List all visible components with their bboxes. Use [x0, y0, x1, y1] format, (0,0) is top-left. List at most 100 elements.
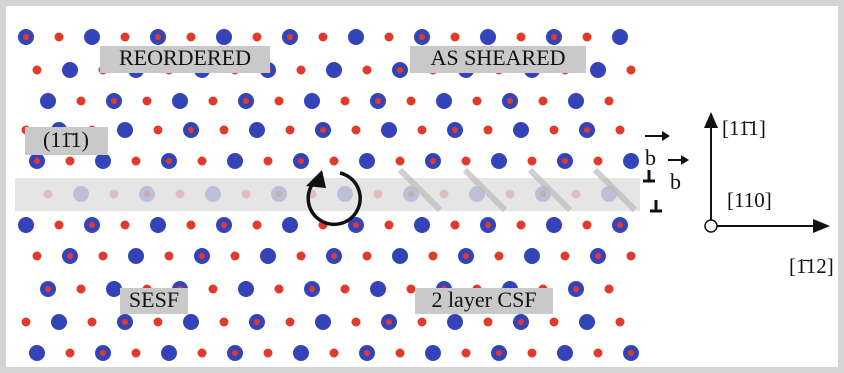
atom	[451, 33, 460, 42]
atom	[254, 319, 260, 325]
atom	[309, 286, 315, 292]
atom	[551, 34, 557, 40]
atom	[352, 318, 361, 327]
atom	[18, 217, 34, 233]
atom	[297, 66, 306, 75]
atom	[326, 62, 342, 78]
atom	[155, 34, 161, 40]
atom	[363, 66, 372, 75]
atom	[22, 318, 31, 327]
atom	[573, 286, 579, 292]
atom	[117, 122, 133, 138]
atom	[595, 253, 601, 259]
atom	[89, 222, 95, 228]
atom	[447, 314, 463, 330]
atom	[33, 252, 42, 261]
atom	[429, 252, 438, 261]
atom	[330, 157, 339, 166]
atom	[227, 153, 243, 169]
atom	[111, 98, 117, 104]
atom	[375, 98, 381, 104]
atom	[594, 349, 603, 358]
atom	[341, 285, 350, 294]
atom	[297, 252, 306, 261]
atom	[62, 62, 78, 78]
atom	[363, 252, 372, 261]
atom	[419, 34, 425, 40]
atom	[381, 122, 397, 138]
atom	[150, 217, 166, 233]
atom	[583, 221, 592, 230]
atom	[221, 222, 227, 228]
atom	[172, 93, 188, 109]
atom	[462, 157, 471, 166]
atom	[132, 349, 141, 358]
atom	[84, 29, 100, 45]
atom	[452, 127, 458, 133]
atom	[425, 345, 441, 361]
label: 2 layer CSF	[431, 287, 536, 312]
atom	[330, 349, 339, 358]
label: (11̄1)	[43, 127, 89, 152]
atom	[315, 314, 331, 330]
atom	[275, 97, 284, 106]
atom	[407, 285, 416, 294]
atom	[55, 221, 64, 230]
diagram: REORDERED AS SHEARED (11̄1) SESF 2 layer…	[0, 0, 844, 373]
atom	[359, 153, 375, 169]
atom	[518, 319, 524, 325]
atom	[29, 345, 45, 361]
atom	[34, 158, 40, 164]
atom	[121, 33, 130, 42]
atom	[463, 253, 469, 259]
atom	[528, 157, 537, 166]
atom	[51, 314, 67, 330]
atom	[66, 349, 75, 358]
atom	[353, 222, 359, 228]
atom	[264, 157, 273, 166]
atom	[396, 349, 405, 358]
atom	[583, 33, 592, 42]
atom	[132, 157, 141, 166]
atom	[154, 318, 163, 327]
atom	[407, 97, 416, 106]
label: AS SHEARED	[430, 45, 565, 70]
atom	[293, 345, 309, 361]
atom	[385, 33, 394, 42]
atom	[627, 252, 636, 261]
axis-label: [11̄1]	[722, 116, 766, 140]
atom	[282, 217, 298, 233]
atom	[579, 314, 595, 330]
atom	[77, 97, 86, 106]
atom	[199, 253, 205, 259]
atom	[99, 252, 108, 261]
atom	[165, 252, 174, 261]
atom	[605, 97, 614, 106]
atom	[187, 221, 196, 230]
atom	[154, 126, 163, 135]
atom	[418, 126, 427, 135]
atom	[561, 252, 570, 261]
atom	[220, 318, 229, 327]
atom	[45, 286, 51, 292]
atom	[612, 29, 628, 45]
atom	[594, 157, 603, 166]
burgers-label: b	[670, 169, 681, 194]
atom	[286, 318, 295, 327]
atom	[33, 66, 42, 75]
atom	[287, 34, 293, 40]
atom	[557, 345, 573, 361]
atom	[249, 122, 265, 138]
atom	[546, 217, 562, 233]
atom	[66, 157, 75, 166]
atom	[341, 97, 350, 106]
atom	[166, 158, 172, 164]
atom	[352, 126, 361, 135]
atom	[385, 221, 394, 230]
atom	[623, 153, 639, 169]
axis-label: [110]	[727, 188, 772, 212]
atom	[617, 222, 623, 228]
atom	[216, 29, 232, 45]
atom	[397, 67, 403, 73]
atom	[370, 281, 386, 297]
